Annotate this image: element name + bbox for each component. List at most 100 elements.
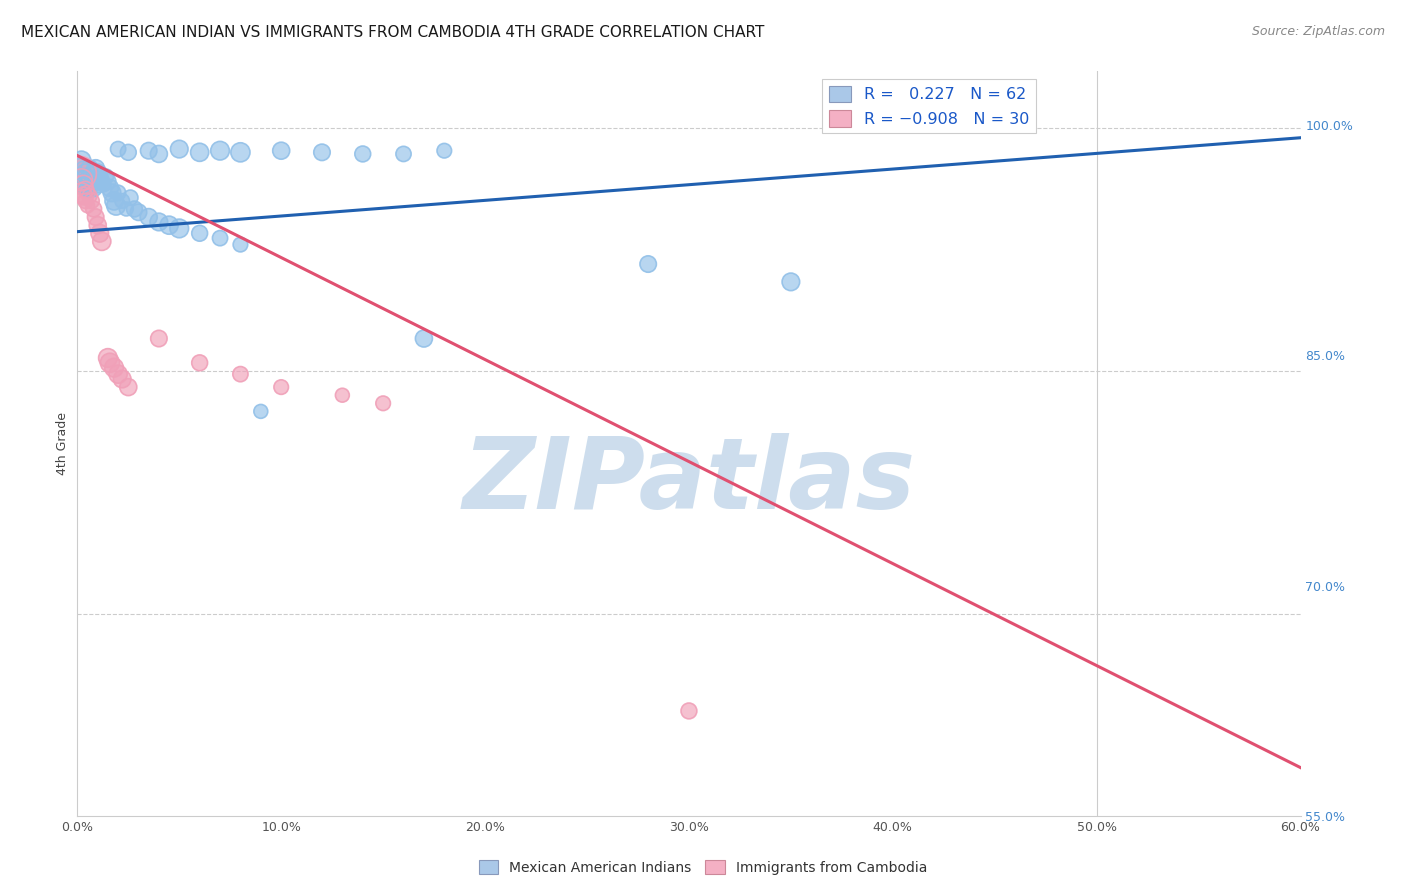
Point <box>270 144 292 158</box>
Point <box>229 367 252 381</box>
Legend: R =   0.227   N = 62, R = −0.908   N = 30: R = 0.227 N = 62, R = −0.908 N = 30 <box>823 79 1036 133</box>
Point <box>72 178 94 192</box>
Point <box>115 202 138 216</box>
Point <box>83 171 105 186</box>
Point <box>75 181 97 195</box>
Point <box>148 215 170 229</box>
Point <box>111 194 134 208</box>
Point <box>98 356 121 370</box>
Point <box>67 169 90 184</box>
Point <box>103 194 125 208</box>
Point <box>229 237 252 252</box>
Point <box>87 218 110 232</box>
Point <box>107 186 129 200</box>
Point <box>80 194 103 208</box>
Point <box>117 145 139 160</box>
Point <box>148 215 170 229</box>
Point <box>107 186 129 200</box>
Point <box>97 351 120 365</box>
Point <box>84 210 107 224</box>
Point <box>433 144 456 158</box>
Text: Source: ZipAtlas.com: Source: ZipAtlas.com <box>1251 25 1385 38</box>
Point <box>311 145 333 160</box>
Legend: Mexican American Indians, Immigrants from Cambodia: Mexican American Indians, Immigrants fro… <box>474 855 932 880</box>
Point <box>111 194 134 208</box>
Point <box>83 171 105 186</box>
Point <box>637 257 659 271</box>
Point <box>208 144 231 158</box>
Point <box>80 176 103 190</box>
Point <box>90 235 112 249</box>
Point <box>89 169 111 184</box>
Point <box>157 218 180 232</box>
Point <box>117 380 139 394</box>
Point <box>70 173 93 187</box>
Point <box>107 142 129 156</box>
Point <box>72 178 94 192</box>
Point <box>93 178 115 192</box>
Point <box>250 404 273 418</box>
Point <box>779 275 801 289</box>
Point <box>148 147 170 161</box>
Point <box>97 351 120 365</box>
Point <box>79 173 101 187</box>
Point <box>188 145 211 160</box>
Point <box>270 380 292 394</box>
Point <box>75 173 97 187</box>
Point <box>72 169 94 184</box>
Point <box>89 227 111 241</box>
Point <box>105 199 128 213</box>
Point <box>779 275 801 289</box>
Point <box>270 380 292 394</box>
Point <box>76 186 98 200</box>
Point <box>188 227 211 241</box>
Point <box>148 332 170 346</box>
Point <box>117 145 139 160</box>
Point <box>229 367 252 381</box>
Point <box>127 205 149 219</box>
Point <box>80 166 103 180</box>
Point <box>115 202 138 216</box>
Point <box>80 166 103 180</box>
Text: ZIPatlas: ZIPatlas <box>463 433 915 530</box>
Point <box>138 144 160 158</box>
Point <box>94 169 117 184</box>
Point <box>76 169 98 184</box>
Point <box>208 231 231 245</box>
Point <box>371 396 394 410</box>
Point <box>188 356 211 370</box>
Point <box>188 145 211 160</box>
Point <box>75 166 97 180</box>
Point <box>75 181 97 195</box>
Point <box>352 147 374 161</box>
Point <box>70 178 93 192</box>
Point <box>97 174 120 188</box>
Point <box>413 332 436 346</box>
Point <box>678 704 700 718</box>
Point <box>332 388 354 402</box>
Point <box>89 169 111 184</box>
Point <box>70 153 93 168</box>
Point <box>84 161 107 176</box>
Point <box>67 166 90 180</box>
Point <box>84 210 107 224</box>
Point <box>103 360 125 375</box>
Point <box>90 173 112 187</box>
Point <box>84 174 107 188</box>
Point <box>67 161 90 176</box>
Point <box>413 332 436 346</box>
Point <box>352 147 374 161</box>
Point <box>80 194 103 208</box>
Point <box>111 372 134 386</box>
Point <box>98 181 121 195</box>
Point <box>75 183 97 197</box>
Point <box>127 205 149 219</box>
Point <box>76 199 98 213</box>
Point <box>93 178 115 192</box>
Point <box>332 388 354 402</box>
Point <box>83 202 105 216</box>
Point <box>79 161 101 176</box>
Point <box>72 178 94 192</box>
Point <box>70 178 93 192</box>
Point <box>84 161 107 176</box>
